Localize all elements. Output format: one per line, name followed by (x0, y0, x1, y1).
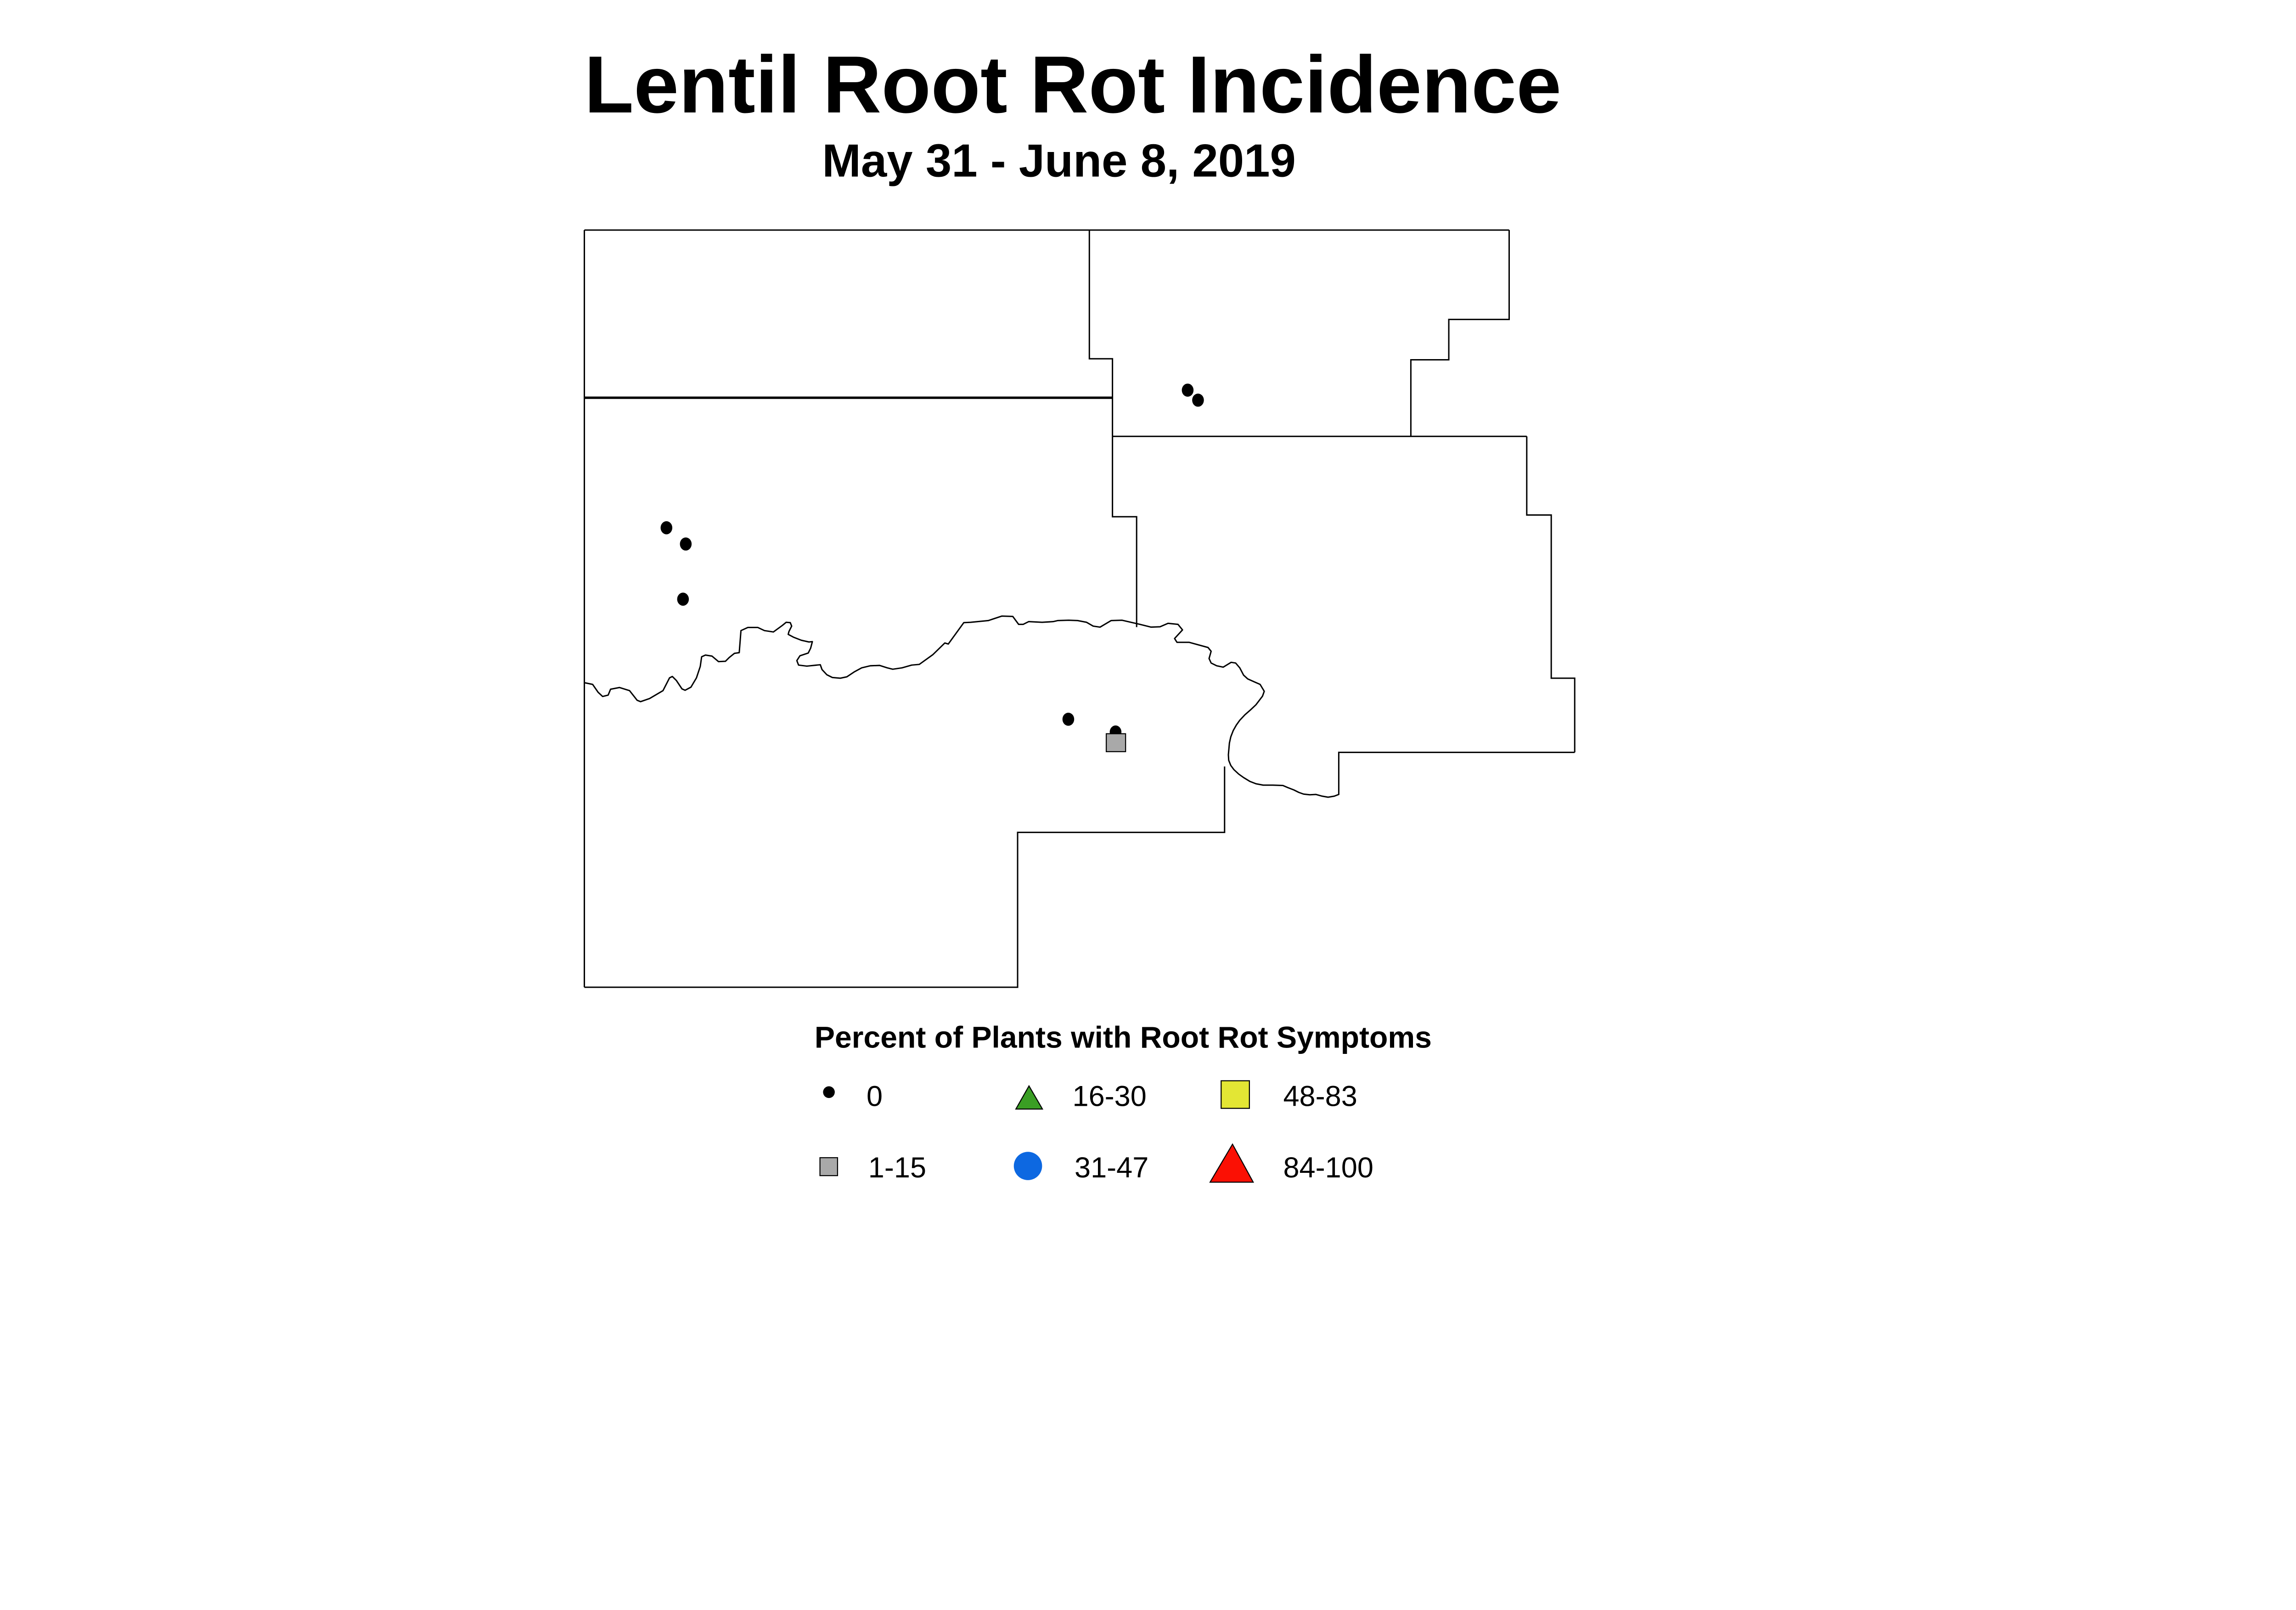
page-subtitle: May 31 - June 8, 2019 (822, 135, 1296, 187)
figure-background (0, 0, 2296, 1210)
map-points (660, 383, 1204, 752)
missouri-river-line (584, 615, 1339, 798)
legend-label-0: 0 (867, 1080, 883, 1112)
legend: Percent of Plants with Root Rot Symptoms… (815, 1020, 1432, 1183)
county-border-sheridan-west (1088, 230, 1137, 627)
county-border-sheridan-east-steps (1410, 230, 1510, 437)
county-outline-bottom (584, 766, 1226, 988)
legend-symbol-dot-0 (823, 1086, 835, 1098)
legend-symbol-triangle-84-100 (1209, 1143, 1255, 1183)
legend-symbol-square-48-83 (1221, 1080, 1250, 1109)
legend-title: Percent of Plants with Root Rot Symptoms (815, 1020, 1432, 1054)
county-border-richland-south (1338, 751, 1575, 795)
county-map (584, 229, 1576, 988)
legend-label-48-83: 48-83 (1283, 1080, 1357, 1112)
legend-symbol-square-1-15 (819, 1157, 838, 1177)
map-point-0 (680, 537, 692, 551)
page-title: Lentil Root Rot Incidence (584, 39, 1561, 130)
county-outline-top-and-left (584, 229, 1509, 987)
legend-label-84-100: 84-100 (1283, 1152, 1373, 1184)
map-point-1-15 (1105, 733, 1126, 752)
map-point-0 (1192, 394, 1204, 407)
legend-symbol-circle-31-47 (1013, 1152, 1042, 1180)
county-border-richland-east-steps (1526, 436, 1576, 753)
legend-symbol-triangle-16-30 (1015, 1085, 1044, 1110)
legend-label-31-47: 31-47 (1075, 1152, 1148, 1184)
map-point-0 (660, 521, 673, 535)
map-point-0 (1182, 383, 1194, 397)
legend-label-1-15: 1-15 (868, 1152, 926, 1184)
lentil-root-rot-map-figure: Lentil Root Rot Incidence May 31 - June … (0, 0, 2296, 1210)
legend-label-16-30: 16-30 (1072, 1080, 1146, 1112)
map-point-0 (677, 592, 689, 606)
map-point-0 (1062, 712, 1075, 726)
